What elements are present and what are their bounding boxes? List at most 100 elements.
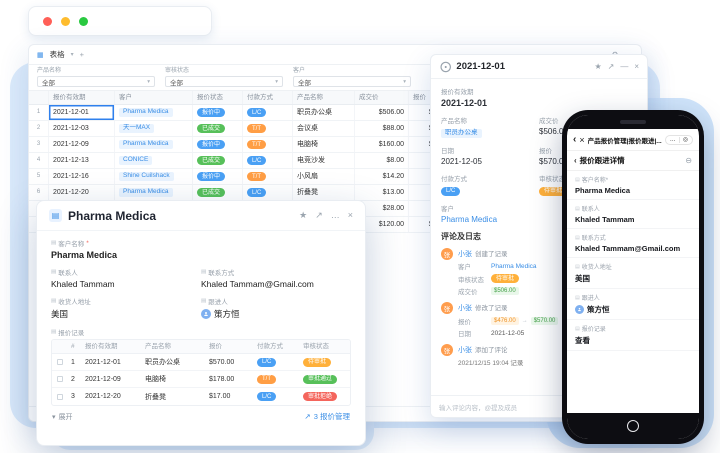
cell-product[interactable]: 会议桌 — [293, 121, 355, 136]
minimize-icon[interactable]: — — [620, 62, 629, 71]
favorite-icon[interactable]: ★ — [594, 62, 602, 71]
cell-quote-status[interactable]: 已成交 — [193, 153, 243, 168]
cell-payment[interactable]: T/T — [243, 169, 293, 184]
column-header[interactable]: 产品名称 — [293, 91, 355, 104]
cell-quote-status[interactable]: 已成交 — [193, 185, 243, 200]
view-tab-table[interactable]: 表格 — [49, 50, 65, 59]
cell-product[interactable]: 电脑椅 — [145, 376, 166, 383]
cell-customer[interactable]: Shine Cuilshack — [115, 169, 193, 184]
minimize-button[interactable] — [61, 16, 70, 26]
back-icon[interactable]: ‹ — [574, 156, 577, 165]
cell-quote-status[interactable]: 报价中 — [193, 169, 243, 184]
expand-button[interactable]: ▾ 展开 — [52, 412, 73, 422]
cell-customer[interactable]: Pharma Medica — [115, 105, 193, 120]
cell-quote-date[interactable]: 2021-12-20 — [85, 393, 121, 400]
cell-deal-price[interactable]: $160.00 — [355, 137, 409, 152]
cell-quote-date[interactable]: 2021-12-20 — [49, 185, 115, 200]
cell-quote-price[interactable]: $178.00 — [209, 375, 235, 383]
row-checkbox[interactable] — [52, 354, 68, 370]
cell-quote-date[interactable]: 2021-12-01 — [49, 105, 115, 120]
cell-payment[interactable]: L/C — [243, 105, 293, 120]
cell-approval[interactable]: 待审批 — [300, 354, 350, 370]
cell-quote-date[interactable]: 2021-12-09 — [85, 375, 121, 383]
cell-product[interactable]: 职员办公桌 — [145, 359, 180, 366]
expand-icon[interactable]: ↗ — [607, 62, 615, 71]
cell-product[interactable]: 小风扇 — [293, 169, 355, 184]
table-row[interactable]: 3 2021-12-20 折叠凳 $17.00 L/C 审批拒绝 — [52, 388, 350, 405]
column-header[interactable]: 客户 — [115, 91, 193, 104]
cell-approval[interactable]: 审批通过 — [300, 371, 350, 387]
close-button[interactable] — [43, 16, 52, 26]
cell-product[interactable]: 电竞沙发 — [293, 153, 355, 168]
cell-quote-status[interactable]: 已成交 — [193, 121, 243, 136]
cell-quote-date[interactable]: 2021-12-03 — [49, 121, 115, 136]
cell-deal-price[interactable]: $28.00 — [355, 201, 409, 216]
cell-quote-date[interactable]: 2021-12-13 — [49, 153, 115, 168]
comment-author[interactable]: 小张 — [458, 305, 472, 312]
cell-customer[interactable]: Pharma Medica — [115, 137, 193, 152]
cell-payment[interactable]: L/C — [254, 354, 300, 370]
field-value: Pharma Medica — [575, 186, 631, 195]
filter-product-select[interactable]: 全部 ▾ — [37, 76, 155, 87]
cell-approval[interactable]: 审批拒绝 — [300, 388, 350, 405]
cell-payment[interactable]: T/T — [243, 137, 293, 152]
cell-payment[interactable]: T/T — [254, 371, 300, 387]
cell-payment[interactable]: L/C — [243, 185, 293, 200]
add-view-button[interactable]: + — [79, 50, 85, 59]
cell-product[interactable]: 职员办公桌 — [293, 105, 355, 120]
cell-quote-status[interactable]: 报价中 — [193, 105, 243, 120]
field-type-icon: ▤ — [51, 329, 57, 335]
row-checkbox[interactable] — [52, 388, 68, 405]
cell-product[interactable]: 折叠凳 — [145, 393, 166, 401]
more-icon[interactable]: … — [669, 136, 676, 143]
cell-customer[interactable]: CONICE — [115, 153, 193, 168]
cell-payment[interactable]: L/C — [243, 153, 293, 168]
cell-deal-price[interactable]: $506.00 — [355, 105, 409, 120]
table-row[interactable]: 2 2021-12-09 电脑椅 $178.00 T/T 审批通过 — [52, 371, 350, 388]
cell-quote-date[interactable]: 2021-12-09 — [49, 137, 115, 152]
cell-quote-date[interactable]: 2021-12-01 — [85, 358, 121, 366]
column-header[interactable]: 付款方式 — [243, 91, 293, 104]
close-icon[interactable]: × — [634, 62, 639, 71]
expand-icon[interactable]: ↗ — [315, 210, 323, 220]
filter-approval-select[interactable]: 全部 ▾ — [165, 76, 283, 87]
cell-deal-price[interactable]: $120.00 — [355, 217, 409, 232]
target-icon[interactable]: ◎ — [682, 136, 688, 143]
product-tag[interactable]: 职员办公桌 — [441, 128, 482, 138]
cell-quote-price[interactable]: $570.00 — [209, 358, 235, 366]
column-header[interactable]: 报价状态 — [193, 91, 243, 104]
related-records-link[interactable]: ↗ 3 报价管理 — [304, 411, 350, 422]
table-row[interactable]: 1 2021-12-01 职员办公桌 $570.00 L/C 待审批 — [52, 354, 350, 371]
cell-payment[interactable]: T/T — [243, 121, 293, 136]
column-header[interactable]: 报价有效期 — [49, 91, 115, 104]
cell-deal-price[interactable]: $13.00 — [355, 185, 409, 200]
cell-product[interactable]: 折叠凳 — [293, 185, 355, 200]
cell-deal-price[interactable]: $8.00 — [355, 153, 409, 168]
zoom-button[interactable] — [79, 16, 88, 26]
cell-payment[interactable]: L/C — [254, 388, 300, 405]
caret-down-icon[interactable]: ▾ — [70, 52, 74, 58]
home-button[interactable] — [627, 420, 639, 432]
cell-product[interactable]: 电脑椅 — [293, 137, 355, 152]
cell-deal-price[interactable]: $14.20 — [355, 169, 409, 184]
column-header[interactable]: 成交价 — [355, 91, 409, 104]
back-icon[interactable]: ‹ — [573, 134, 577, 145]
more-icon[interactable]: … — [330, 210, 340, 220]
row-checkbox[interactable] — [52, 371, 68, 387]
cell-customer[interactable]: 天一MAX — [115, 121, 193, 136]
collapse-icon[interactable]: ⊖ — [685, 156, 692, 165]
customer-link[interactable]: Pharma Medica — [441, 214, 498, 224]
cell-quote-price[interactable]: $17.00 — [209, 393, 231, 400]
view-quotes-link[interactable]: 查看 — [575, 336, 590, 345]
filter-customer-select[interactable]: 全部 ▾ — [293, 76, 411, 87]
comment-author[interactable]: 小张 — [458, 250, 472, 258]
cell-deal-price[interactable]: $88.00 — [355, 121, 409, 136]
close-icon[interactable]: × — [347, 210, 353, 220]
filter-value: 全部 — [170, 79, 183, 87]
comment-author[interactable]: 小张 — [458, 347, 472, 354]
favorite-icon[interactable]: ★ — [299, 210, 308, 220]
cell-quote-date[interactable]: 2021-12-16 — [49, 169, 115, 184]
close-icon[interactable]: × — [579, 134, 585, 145]
cell-customer[interactable]: Pharma Medica — [115, 185, 193, 200]
cell-quote-status[interactable]: 报价中 — [193, 137, 243, 152]
